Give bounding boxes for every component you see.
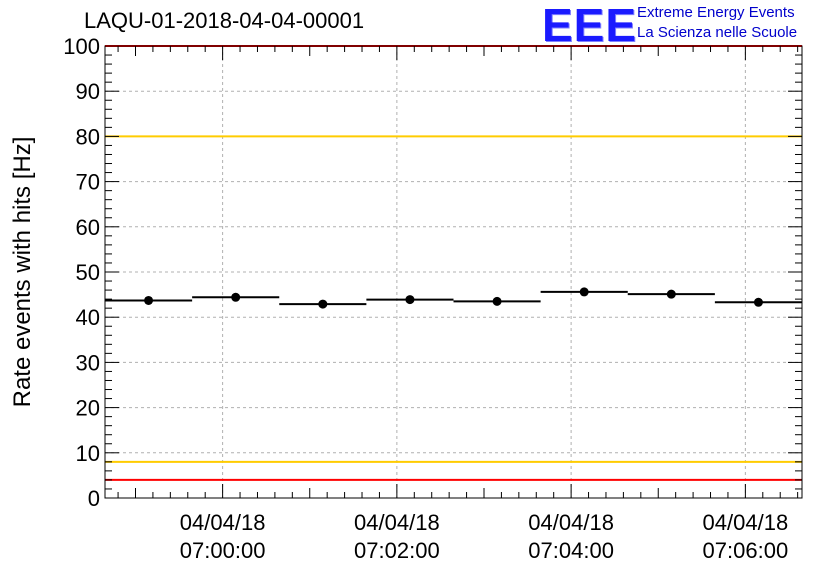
chart-title: LAQU-01-2018-04-04-00001	[84, 8, 365, 33]
data-point	[579, 287, 589, 297]
y-tick-label: 90	[76, 79, 100, 104]
eee-logo-mark: EEE	[542, 0, 638, 51]
x-tick-label: 04/04/18 07:00:00	[180, 510, 266, 563]
data-point	[666, 289, 676, 299]
data-point	[231, 292, 241, 302]
y-axis-label: Rate events with hits [Hz]	[9, 137, 36, 408]
y-tick-label: 100	[63, 34, 100, 59]
y-tick-label: 10	[76, 441, 100, 466]
y-tick-label: 80	[76, 124, 100, 149]
data-point	[318, 299, 328, 309]
x-tick-label: 04/04/18 07:02:00	[354, 510, 440, 563]
eee-logo: EEE Extreme Energy Events La Scienza nel…	[542, 0, 832, 51]
data-point	[144, 295, 154, 305]
y-tick-label: 60	[76, 215, 100, 240]
y-tick-label: 20	[76, 396, 100, 421]
logo-tagline-2: La Scienza nelle Scuole	[637, 24, 798, 41]
data-point	[405, 295, 415, 305]
y-tick-label: 30	[76, 350, 100, 375]
data-point	[492, 296, 502, 306]
y-tick-label: 70	[76, 170, 100, 195]
x-tick-label: 04/04/18 07:06:00	[703, 510, 789, 563]
y-tick-label: 50	[76, 260, 100, 285]
x-tick-label: 04/04/18 07:04:00	[528, 510, 614, 563]
logo-tagline-1: Extreme Energy Events	[637, 4, 795, 21]
data-point	[753, 297, 763, 307]
y-tick-label: 40	[76, 305, 100, 330]
y-tick-label: 0	[88, 486, 100, 511]
